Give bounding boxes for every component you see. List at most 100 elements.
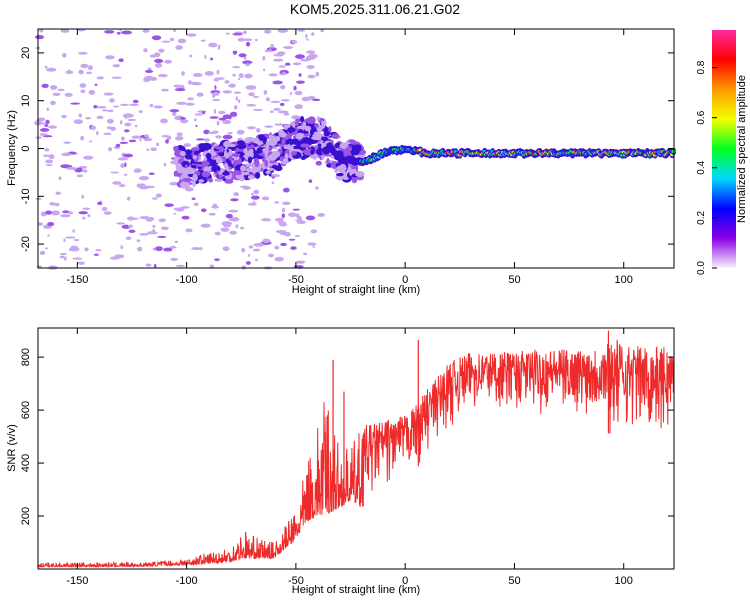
snr-y-label: SNR (v/v) xyxy=(6,424,18,472)
spectrogram-cell xyxy=(46,107,50,111)
spectrogram-cell xyxy=(60,252,67,256)
spectrogram-cell xyxy=(218,117,227,121)
spectrogram-cell xyxy=(64,236,76,239)
spectrogram-cell xyxy=(238,77,241,81)
spectrogram-cell xyxy=(116,31,121,35)
snr-x-tick-label: 100 xyxy=(615,575,633,587)
spectrogram-cell xyxy=(205,152,212,159)
spectrogram-cell xyxy=(44,65,48,69)
spectrogram-cell xyxy=(112,64,120,68)
spectrogram-y-tick-label: 10 xyxy=(20,95,32,107)
spectrogram-cell xyxy=(154,58,164,64)
spectrogram-cell xyxy=(203,166,211,173)
spectrogram-cell xyxy=(345,146,353,152)
spectrogram-cell xyxy=(212,130,219,134)
colorbar-bar xyxy=(712,30,736,268)
spectrogram-cell xyxy=(175,136,184,141)
spectrogram-cell xyxy=(198,179,205,183)
spectrogram-cell xyxy=(306,64,315,69)
spectrogram-cell xyxy=(62,210,70,214)
spectrogram-cell xyxy=(175,264,186,268)
spectrogram-cell xyxy=(239,185,250,188)
spectrogram-cell xyxy=(200,39,206,42)
spectrogram-cell xyxy=(169,181,178,186)
spectrogram-cell xyxy=(282,46,294,49)
spectrogram-cell xyxy=(312,244,315,249)
spectrogram-cell xyxy=(90,125,96,131)
spectrogram-cell xyxy=(246,104,257,107)
spectrogram-cell xyxy=(134,124,138,128)
spectrogram-cell xyxy=(171,111,177,117)
snr-x-tick-label: -50 xyxy=(288,575,304,587)
spectrogram-cell xyxy=(271,181,275,185)
spectrogram-cell xyxy=(138,110,143,113)
spectrogram-cell xyxy=(264,125,274,128)
spectrogram-cell xyxy=(191,81,195,85)
spectrogram-cell xyxy=(215,135,222,139)
spectrogram-cell xyxy=(139,137,142,142)
spectrogram-cell xyxy=(65,70,74,74)
spectrogram-cell xyxy=(254,171,261,179)
spectrogram-cell xyxy=(143,48,148,53)
spectrogram-cell xyxy=(317,212,325,217)
spectrogram-cell xyxy=(270,100,281,103)
spectrogram-cell xyxy=(124,122,132,127)
spectrogram-cell xyxy=(336,172,344,177)
spectrogram-cell xyxy=(173,207,182,211)
colorbar-label: Normalized spectral amplitude xyxy=(736,75,748,223)
spectrogram-cell xyxy=(200,208,207,213)
snr-x-label: Height of straight line (km) xyxy=(292,584,420,596)
spectrogram-cell xyxy=(49,202,56,206)
spectrogram-cell xyxy=(151,35,162,41)
spectrogram-cell xyxy=(317,143,322,147)
spectrogram-cell xyxy=(194,118,197,122)
spectrogram-cell xyxy=(215,77,225,80)
spectrogram-cell xyxy=(204,54,207,59)
spectrogram-cell xyxy=(114,254,125,259)
spectrogram-cell xyxy=(229,230,237,235)
spectrogram-cell xyxy=(295,134,303,140)
spectrogram-cell xyxy=(128,139,137,143)
spectrogram-cell xyxy=(246,41,251,47)
spectrogram-cell xyxy=(182,170,188,178)
spectrogram-cell xyxy=(36,265,43,268)
spectrogram-cell xyxy=(241,247,246,253)
spectrogram-cell xyxy=(95,248,102,252)
spectrogram-cell xyxy=(232,73,236,77)
spectrogram-cell xyxy=(310,148,315,155)
spectrogram-cell xyxy=(214,231,221,236)
spectrogram-cell xyxy=(190,164,198,169)
spectrogram-cell xyxy=(238,53,247,58)
spectrogram-cell xyxy=(184,149,192,156)
spectrogram-cell xyxy=(123,153,133,158)
spectrogram-cell xyxy=(211,98,221,102)
spectrogram-cell xyxy=(230,111,238,117)
spectrogram-cell xyxy=(46,67,57,72)
spectrogram-cell xyxy=(288,238,296,241)
spectrogram-cell xyxy=(201,171,211,178)
colorbar-tick-label: 0.0 xyxy=(696,261,707,275)
spectrogram-cell xyxy=(139,233,149,236)
spectrogram-cell xyxy=(120,136,125,141)
spectrogram-cell xyxy=(263,29,272,34)
spectrogram-cell xyxy=(120,103,129,106)
spectrogram-cell xyxy=(201,111,206,115)
spectrogram-cell xyxy=(278,129,285,137)
spectrogram-cell xyxy=(121,30,133,35)
spectrogram-cell xyxy=(143,134,150,138)
spectrogram-cell xyxy=(102,109,108,112)
spectrogram-cell xyxy=(305,215,316,221)
spectrogram-cell xyxy=(306,38,309,41)
spectrogram-cell xyxy=(222,246,230,252)
spectrogram-cell xyxy=(294,139,299,144)
spectrogram-cell xyxy=(238,73,244,79)
spectrogram-x-tick-label: -50 xyxy=(288,274,304,286)
spectrogram-cell xyxy=(274,245,280,250)
spectrogram-cell xyxy=(301,96,311,102)
spectrogram-cell xyxy=(287,127,296,133)
spectrogram-cell xyxy=(163,162,167,167)
spectrogram-cell xyxy=(103,92,114,96)
spectrogram-cell xyxy=(192,73,203,78)
spectrogram-cell xyxy=(352,168,357,174)
